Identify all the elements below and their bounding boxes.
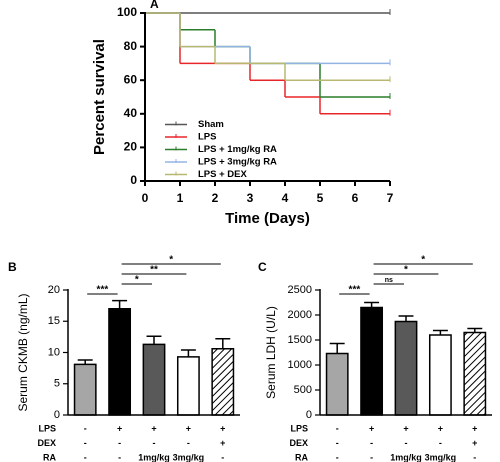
bar: [142, 343, 166, 416]
condition-label: +: [472, 438, 477, 448]
significance-label: **: [150, 265, 158, 276]
significance-label: ns: [385, 277, 393, 284]
significance-label: *: [404, 265, 408, 276]
panel-label: A: [150, 0, 159, 11]
condition-label: -: [118, 452, 121, 462]
condition-name: RA: [43, 452, 56, 462]
y-tick-label: 20: [124, 140, 138, 154]
y-tick-label: 10: [48, 346, 60, 358]
x-tick-label: 1: [177, 191, 184, 205]
condition-label: -: [84, 423, 87, 433]
condition-label: 3mg/kg: [173, 452, 205, 462]
condition-label: +: [220, 438, 225, 448]
condition-label: 1mg/kg: [138, 452, 170, 462]
bar: [73, 363, 97, 416]
significance-label: ***: [349, 285, 361, 296]
condition-label: 3mg/kg: [425, 452, 457, 462]
bar: [360, 306, 384, 416]
bar: [108, 308, 132, 416]
x-tick-label: 0: [142, 191, 149, 205]
condition-name: DEX: [37, 438, 56, 448]
bar: [428, 334, 452, 416]
y-axis-label: Percent survival: [91, 39, 108, 155]
condition-label: -: [187, 438, 190, 448]
condition-label: -: [473, 452, 476, 462]
significance-label: ***: [97, 285, 109, 296]
y-tick-label: 0: [130, 173, 137, 187]
y-tick-label: 5: [54, 378, 60, 390]
y-tick-label: 2500: [288, 284, 312, 296]
y-tick-label: 0: [54, 409, 60, 421]
x-tick-label: 6: [352, 191, 359, 205]
bar: [394, 320, 418, 416]
x-tick-label: 3: [247, 191, 254, 205]
x-tick-label: 4: [282, 191, 289, 205]
legend-label: LPS + 3mg/kg RA: [198, 157, 277, 168]
y-tick-label: 2000: [288, 309, 312, 321]
panel-label: C: [258, 260, 267, 274]
condition-name: LPS: [290, 423, 308, 433]
condition-name: LPS: [38, 423, 56, 433]
condition-label: +: [472, 423, 477, 433]
x-axis-label: Time (Days): [225, 210, 310, 227]
condition-label: +: [186, 423, 191, 433]
legend-label: LPS + DEX: [198, 169, 247, 180]
y-tick-label: 0: [306, 409, 312, 421]
y-tick-label: 40: [124, 106, 138, 120]
y-tick-label: 1500: [288, 334, 312, 346]
x-tick-label: 7: [387, 191, 394, 205]
condition-label: -: [118, 438, 121, 448]
condition-name: DEX: [289, 438, 308, 448]
x-tick-label: 5: [317, 191, 324, 205]
bar: [176, 356, 200, 416]
bar: [463, 331, 487, 416]
condition-label: +: [369, 423, 374, 433]
bar: [211, 348, 235, 416]
condition-label: -: [221, 452, 224, 462]
condition-label: -: [84, 452, 87, 462]
condition-label: -: [370, 452, 373, 462]
significance-label: *: [421, 255, 425, 266]
panel-label: B: [8, 260, 17, 274]
condition-label: +: [438, 423, 443, 433]
significance-label: *: [135, 275, 139, 286]
condition-label: +: [403, 423, 408, 433]
condition-label: +: [151, 423, 156, 433]
y-axis-label: Serum CKMB (ng/mL): [16, 293, 30, 411]
condition-label: +: [117, 423, 122, 433]
condition-label: +: [220, 423, 225, 433]
bar: [325, 352, 349, 416]
legend-label: LPS + 1mg/kg RA: [198, 144, 277, 155]
y-tick-label: 100: [117, 5, 137, 19]
y-tick-label: 500: [294, 384, 312, 396]
condition-label: -: [153, 438, 156, 448]
condition-label: -: [84, 438, 87, 448]
condition-name: RA: [295, 452, 308, 462]
condition-label: -: [336, 452, 339, 462]
legend-label: Sham: [198, 119, 224, 130]
legend-label: LPS: [198, 132, 216, 143]
y-tick-label: 15: [48, 315, 60, 327]
y-tick-label: 1000: [288, 359, 312, 371]
condition-label: -: [405, 438, 408, 448]
significance-label: *: [169, 255, 173, 266]
y-tick-label: 20: [48, 284, 60, 296]
condition-label: 1mg/kg: [390, 452, 422, 462]
condition-label: -: [439, 438, 442, 448]
y-tick-label: 80: [124, 39, 138, 53]
y-axis-label: Serum LDH (U/L): [264, 306, 278, 399]
y-tick-label: 60: [124, 72, 138, 86]
condition-label: -: [336, 438, 339, 448]
condition-label: -: [370, 438, 373, 448]
x-tick-label: 2: [212, 191, 219, 205]
condition-label: -: [336, 423, 339, 433]
